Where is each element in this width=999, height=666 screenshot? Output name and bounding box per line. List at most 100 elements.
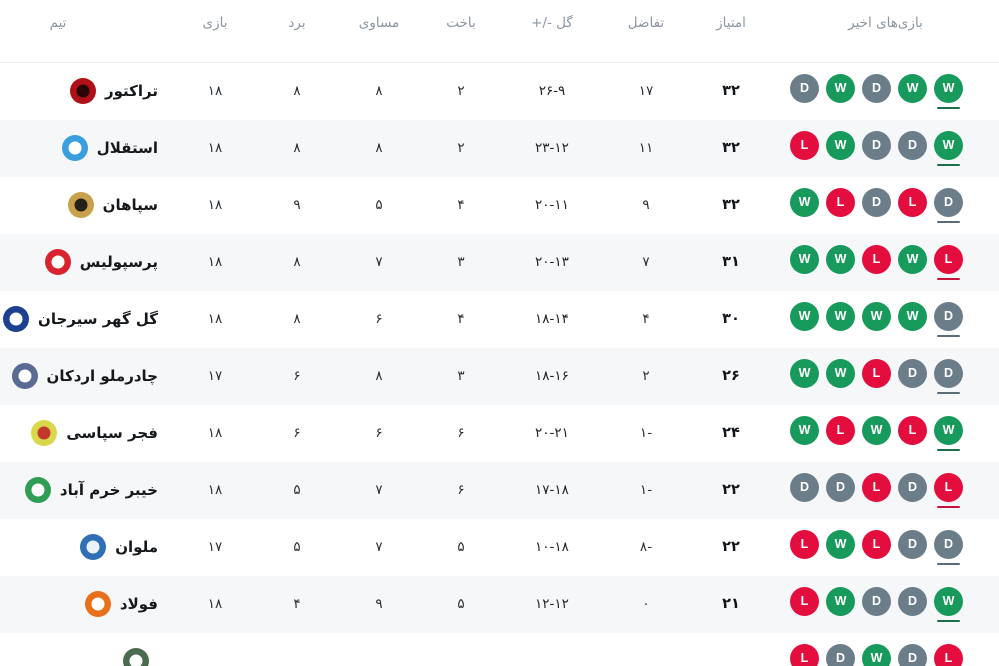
column-header-goals[interactable]: گل -/+	[502, 0, 602, 63]
column-header-win[interactable]: برد	[256, 0, 338, 63]
cell-team[interactable]: ملوان	[0, 518, 174, 576]
cell-goal-difference: ۱۷	[602, 62, 690, 120]
form-result-letter: D	[934, 529, 963, 559]
form-badge-underline	[937, 163, 960, 166]
form-result-letter: D	[790, 472, 819, 502]
form-badge-l[interactable]: L	[934, 244, 963, 280]
form-badge-d[interactable]: D	[898, 529, 927, 565]
form-badge-w[interactable]: W	[826, 130, 855, 166]
form-badge-underline	[937, 505, 960, 508]
form-badge-l[interactable]: L	[862, 529, 891, 565]
form-badge-w[interactable]: W	[790, 187, 819, 223]
form-badge-l[interactable]: L	[790, 529, 819, 565]
form-badge-d[interactable]: D	[934, 529, 963, 565]
column-header-draw[interactable]: مساوی	[338, 0, 420, 63]
form-badge-w[interactable]: W	[934, 415, 963, 451]
form-badge-w[interactable]: W	[898, 244, 927, 280]
column-header-loss[interactable]: باخت	[420, 0, 502, 63]
form-badge-w[interactable]: W	[934, 73, 963, 109]
form-badge-w[interactable]: W	[862, 415, 891, 451]
form-badge-d[interactable]: D	[898, 130, 927, 166]
form-badge-d[interactable]: D	[898, 586, 927, 622]
form-badge-l[interactable]: L	[898, 187, 927, 223]
form-badge-d[interactable]: D	[898, 643, 927, 666]
cell-team[interactable]: فجر سپاسی	[0, 404, 174, 462]
form-badge-l[interactable]: L	[790, 643, 819, 666]
form-badge-l[interactable]: L	[898, 415, 927, 451]
cell-points: ۳۲	[690, 62, 772, 120]
column-header-form[interactable]: بازی‌های اخیر	[772, 0, 999, 63]
form-badge-l[interactable]: L	[862, 472, 891, 508]
form-badge-l[interactable]: L	[826, 415, 855, 451]
cell-team[interactable]: تراکتور	[0, 62, 174, 120]
form-badge-d[interactable]: D	[862, 187, 891, 223]
cell-team[interactable]: گل گهر سیرجان	[0, 290, 174, 348]
form-badge-d[interactable]: D	[934, 358, 963, 394]
form-badge-w[interactable]: W	[862, 643, 891, 666]
form-badge-w[interactable]: W	[790, 415, 819, 451]
form-badge-w[interactable]: W	[826, 529, 855, 565]
form-badge-w[interactable]: W	[934, 130, 963, 166]
form-badge-w[interactable]: W	[790, 358, 819, 394]
form-badge-w[interactable]: W	[826, 586, 855, 622]
form-badge-l[interactable]: L	[790, 130, 819, 166]
form-badge-l[interactable]: L	[934, 472, 963, 508]
form-badge-d[interactable]: D	[862, 586, 891, 622]
form-badge-w[interactable]: W	[826, 358, 855, 394]
cell-team[interactable]: پرسپولیس	[0, 233, 174, 291]
cell-team[interactable]	[0, 632, 174, 666]
column-header-team[interactable]: تیم	[0, 0, 174, 63]
column-header-goal-difference[interactable]: تفاضل	[602, 0, 690, 63]
form-badge-underline	[829, 506, 852, 508]
form-badge-w[interactable]: W	[826, 301, 855, 337]
form-badge-l[interactable]: L	[862, 358, 891, 394]
form-badge-d[interactable]: D	[790, 73, 819, 109]
cell-team[interactable]: استقلال	[0, 119, 174, 177]
cell-team[interactable]: سپاهان	[0, 176, 174, 234]
form-badge-d[interactable]: D	[862, 130, 891, 166]
cell-team[interactable]: چادرملو اردکان	[0, 347, 174, 405]
form-badge-w[interactable]: W	[862, 301, 891, 337]
form-badge-w[interactable]: W	[826, 244, 855, 280]
cell-win: ۸	[256, 119, 338, 177]
form-badge-w[interactable]: W	[934, 586, 963, 622]
form-badge-w[interactable]: W	[898, 73, 927, 109]
column-header-points[interactable]: امتیاز	[690, 0, 772, 63]
form-badge-w[interactable]: W	[790, 301, 819, 337]
cell-team[interactable]: خیبر خرم آباد	[0, 461, 174, 519]
form-badge-d[interactable]: D	[826, 643, 855, 666]
form-badge-l[interactable]: L	[862, 244, 891, 280]
form-badge-d[interactable]: D	[934, 187, 963, 223]
form-badge-w[interactable]: W	[826, 73, 855, 109]
cell-team[interactable]: فولاد	[0, 575, 174, 633]
form-badge-d[interactable]: D	[898, 358, 927, 394]
cell-goal-difference: ۲	[602, 347, 690, 405]
form-badge-l[interactable]: L	[826, 187, 855, 223]
form-badge-l[interactable]: L	[934, 643, 963, 666]
cell-goal-difference: ۹	[602, 176, 690, 234]
table-row[interactable]: LDWDL۱۱	[0, 632, 999, 666]
form-badge-w[interactable]: W	[790, 244, 819, 280]
column-header-played[interactable]: بازی	[174, 0, 256, 63]
form-badge-underline	[793, 164, 816, 166]
cell-goal-difference: -۱	[602, 404, 690, 462]
form-badge-d[interactable]: D	[826, 472, 855, 508]
form-badge-l[interactable]: L	[790, 586, 819, 622]
form-badge-d[interactable]: D	[790, 472, 819, 508]
form-badge-w[interactable]: W	[898, 301, 927, 337]
form-badge-d[interactable]: D	[898, 472, 927, 508]
form-badge-d[interactable]: D	[934, 301, 963, 337]
team-name: ملوان	[115, 538, 158, 556]
form-badge-d[interactable]: D	[862, 73, 891, 109]
team-name: فجر سپاسی	[66, 424, 158, 442]
